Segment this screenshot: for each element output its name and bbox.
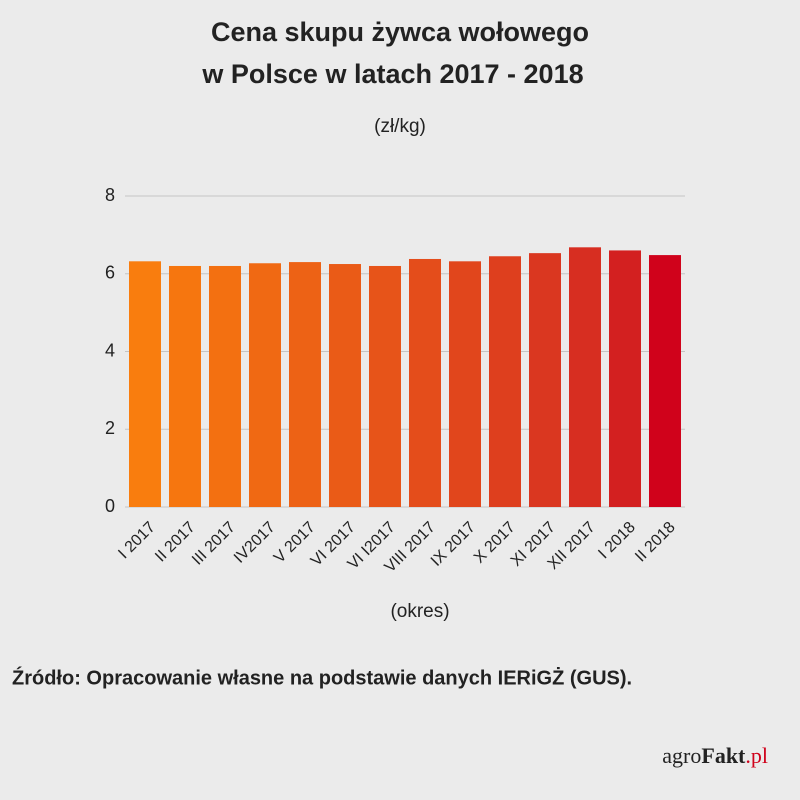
bar (369, 265, 401, 507)
chart-title: w Polsce w latach 2017 - 2018 (201, 59, 583, 89)
y-tick-label: 2 (105, 418, 115, 438)
source-note: Źródło: Opracowanie własne na podstawie … (12, 666, 632, 689)
bar (529, 253, 561, 507)
bar (209, 265, 241, 507)
bar (409, 258, 441, 507)
y-tick-label: 6 (105, 263, 115, 283)
logo-part: agro (662, 743, 701, 768)
bar (449, 261, 481, 507)
bar (649, 255, 681, 507)
bar (489, 256, 521, 507)
x-axis-label: (okres) (390, 601, 449, 622)
y-tick-label: 8 (105, 185, 115, 205)
chart-subtitle: (zł/kg) (374, 116, 426, 137)
bar (329, 264, 361, 507)
bar (289, 262, 321, 507)
logo-part: .pl (745, 743, 768, 768)
chart-title: Cena skupu żywca wołowego (211, 17, 589, 47)
bar (609, 250, 641, 508)
logo-part: Fakt (701, 743, 746, 768)
bar (129, 261, 161, 507)
logo: agroFakt.pl (662, 743, 768, 768)
y-tick-label: 4 (105, 340, 115, 360)
y-tick-label: 0 (105, 496, 115, 516)
bar (569, 247, 601, 507)
bar (169, 265, 201, 507)
bar (249, 263, 281, 507)
